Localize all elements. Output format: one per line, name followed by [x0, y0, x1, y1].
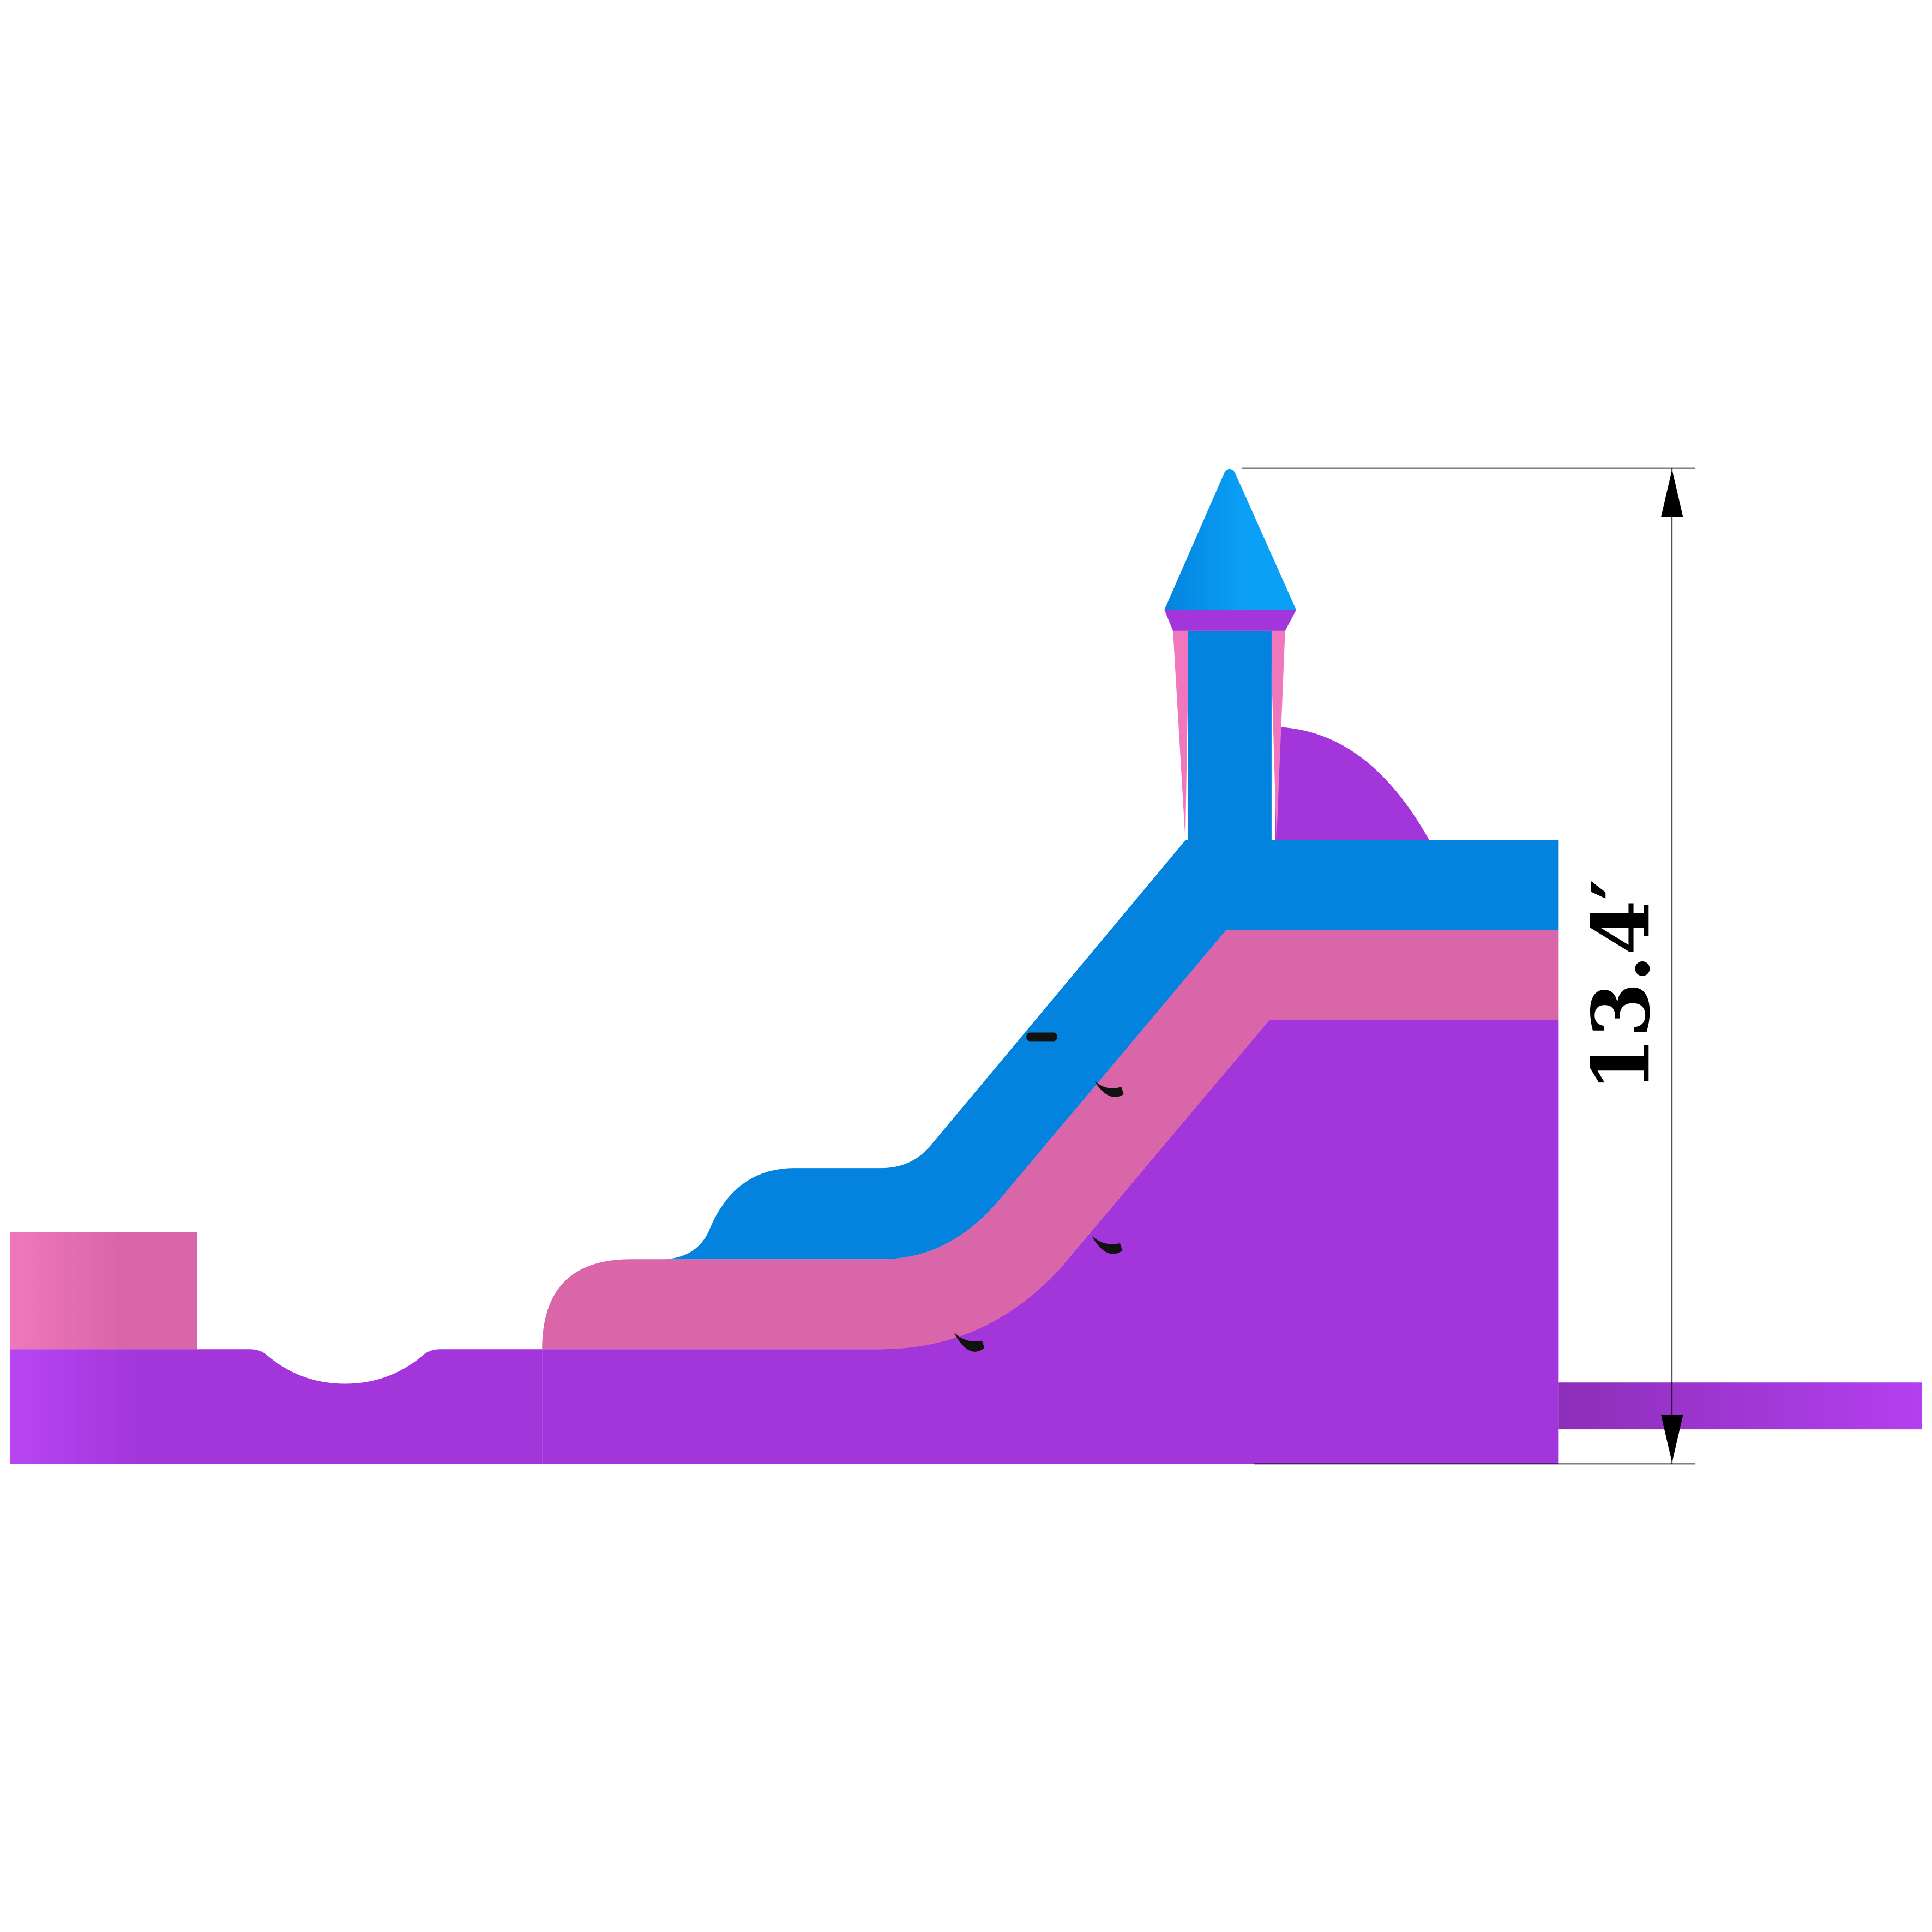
tower-band [1164, 610, 1297, 631]
handle [1026, 1032, 1057, 1042]
tower-side-left [1173, 630, 1189, 841]
back-ramp [1558, 1382, 1922, 1430]
slide-blue-layer [665, 840, 1559, 1260]
pool-base [10, 1349, 543, 1464]
arrow-down-icon [1660, 1414, 1683, 1463]
tower-cone [1164, 468, 1297, 610]
tower-column [1188, 630, 1272, 843]
pool-back-wall [10, 1232, 197, 1350]
arrow-up-icon [1660, 469, 1683, 518]
height-label: 13.4′ [1575, 879, 1668, 1092]
handle [1094, 1080, 1124, 1097]
dome [1275, 727, 1430, 841]
slide-pink-layer [542, 930, 1559, 1350]
main-base [542, 1020, 1559, 1464]
tower-side-right [1270, 630, 1285, 841]
height-dimension [1242, 467, 1696, 1465]
handles [953, 1032, 1124, 1352]
handle [1091, 1236, 1123, 1254]
handle [953, 1332, 985, 1352]
